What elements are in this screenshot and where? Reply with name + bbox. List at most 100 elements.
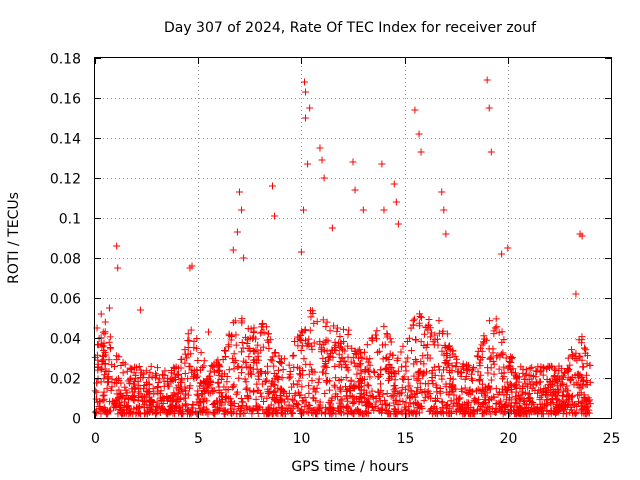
data-point <box>193 334 201 342</box>
y-tick-label: 0.04 <box>50 332 81 348</box>
data-point <box>215 371 223 379</box>
data-point <box>312 410 320 418</box>
data-point <box>331 338 339 346</box>
data-point <box>194 372 202 380</box>
data-point <box>335 350 343 358</box>
data-point <box>585 409 593 417</box>
data-point <box>458 387 466 395</box>
data-point <box>268 410 276 418</box>
data-point <box>235 374 243 382</box>
data-point <box>583 352 591 360</box>
data-point <box>97 365 105 373</box>
data-point <box>244 325 252 333</box>
data-point <box>568 406 576 414</box>
data-point <box>306 401 314 409</box>
data-point <box>347 376 355 384</box>
data-point <box>366 361 374 369</box>
data-point <box>161 367 169 375</box>
data-point <box>200 386 208 394</box>
data-point-outlier <box>229 246 237 254</box>
data-point <box>178 376 186 384</box>
data-point <box>250 347 258 355</box>
data-point <box>545 410 553 418</box>
data-point <box>438 399 446 407</box>
data-point <box>496 388 504 396</box>
data-point <box>435 317 443 325</box>
data-point <box>337 409 345 417</box>
x-tick-label: 25 <box>603 431 621 447</box>
data-point <box>145 388 153 396</box>
data-point <box>187 350 195 358</box>
data-point <box>201 378 209 386</box>
data-point <box>516 396 524 404</box>
data-point <box>339 325 347 333</box>
data-point <box>416 409 424 417</box>
data-point <box>238 364 246 372</box>
data-point <box>501 401 509 409</box>
data-point <box>415 368 423 376</box>
data-point <box>158 371 166 379</box>
data-point <box>241 375 249 383</box>
data-point-outlier <box>316 144 324 152</box>
data-point <box>298 342 306 350</box>
data-point <box>410 372 418 380</box>
data-point <box>264 390 272 398</box>
data-point <box>321 359 329 367</box>
data-point <box>286 407 294 415</box>
data-point <box>490 408 498 416</box>
data-point <box>237 394 245 402</box>
data-point <box>330 322 338 330</box>
data-point <box>239 344 247 352</box>
data-point <box>242 385 250 393</box>
data-point <box>490 327 498 335</box>
data-point <box>210 368 218 376</box>
data-point <box>154 383 162 391</box>
data-point <box>323 363 331 371</box>
data-point <box>370 406 378 414</box>
data-point-outlier <box>487 148 495 156</box>
data-point <box>196 382 204 390</box>
data-point <box>485 396 493 404</box>
data-point <box>440 366 448 374</box>
data-point <box>433 410 441 418</box>
chart-title: Day 307 of 2024, Rate Of TEC Index for r… <box>164 20 537 36</box>
data-point <box>243 339 251 347</box>
data-point <box>497 397 505 405</box>
data-point <box>244 335 252 343</box>
data-point <box>517 363 525 371</box>
data-point <box>159 400 167 408</box>
data-point <box>386 374 394 382</box>
data-point <box>328 346 336 354</box>
data-point <box>322 323 330 331</box>
data-point <box>285 361 293 369</box>
data-point <box>350 359 358 367</box>
data-point <box>221 347 229 355</box>
data-point <box>572 379 580 387</box>
data-point <box>469 366 477 374</box>
data-point <box>167 403 175 411</box>
data-point <box>194 392 202 400</box>
data-points <box>91 76 594 418</box>
data-point <box>113 395 121 403</box>
data-point <box>563 393 571 401</box>
data-point <box>273 375 281 383</box>
data-point <box>478 341 486 349</box>
data-point <box>268 377 276 385</box>
data-point <box>232 341 240 349</box>
data-point-outlier <box>205 328 213 336</box>
data-point <box>559 372 567 380</box>
data-point <box>164 378 172 386</box>
data-point <box>310 339 318 347</box>
data-point <box>334 324 342 332</box>
data-point <box>216 405 224 413</box>
data-point-outlier <box>351 186 359 194</box>
data-point <box>107 345 115 353</box>
data-point <box>305 341 313 349</box>
data-point <box>108 361 116 369</box>
data-point <box>289 352 297 360</box>
data-point <box>564 392 572 400</box>
data-point <box>98 364 106 372</box>
data-point <box>452 385 460 393</box>
data-point <box>528 378 536 386</box>
data-point <box>270 369 278 377</box>
